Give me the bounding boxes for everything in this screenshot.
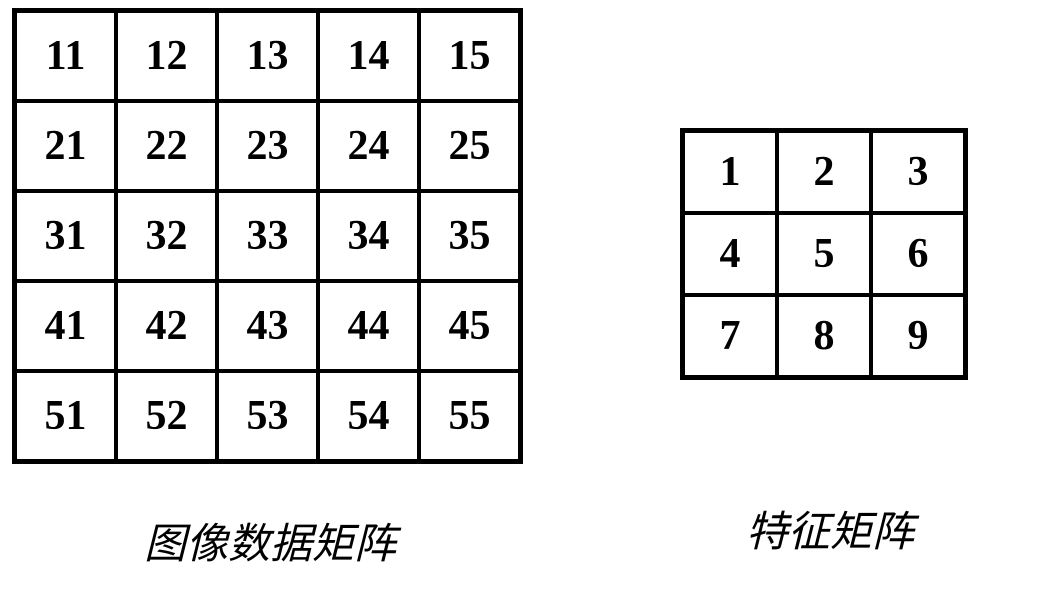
feature-matrix-cell: 3 [871,131,966,214]
table-row: 5152535455 [15,371,521,462]
table-row: 2122232425 [15,101,521,191]
image-data-matrix-cell: 32 [116,191,217,281]
image-data-matrix-cell: 22 [116,101,217,191]
image-data-matrix-cell: 23 [217,101,318,191]
feature-matrix-cell: 5 [777,213,871,295]
image-data-matrix-cell: 41 [15,281,117,371]
table-row: 4142434445 [15,281,521,371]
image-data-matrix-cell: 52 [116,371,217,462]
image-data-matrix-cell: 42 [116,281,217,371]
feature-matrix-cell: 6 [871,213,966,295]
table-row: 3132333435 [15,191,521,281]
image-data-matrix-cell: 15 [419,11,521,102]
image-data-matrix-cell: 51 [15,371,117,462]
image-data-matrix-cell: 14 [318,11,419,102]
image-data-matrix-cell: 35 [419,191,521,281]
image-data-matrix-cell: 11 [15,11,117,102]
image-data-matrix-cell: 44 [318,281,419,371]
image-data-matrix-cell: 55 [419,371,521,462]
image-data-matrix-cell: 53 [217,371,318,462]
feature-matrix: 123456789 [680,128,968,380]
image-data-matrix-cell: 34 [318,191,419,281]
image-data-matrix-cell: 12 [116,11,217,102]
image-data-matrix-cell: 24 [318,101,419,191]
feature-matrix-cell: 2 [777,131,871,214]
image-data-matrix-cell: 43 [217,281,318,371]
feature-matrix-cell: 9 [871,295,966,378]
image-data-matrix-cell: 45 [419,281,521,371]
image-data-matrix-cell: 54 [318,371,419,462]
image-data-matrix: 1112131415212223242531323334354142434445… [12,8,523,464]
feature-matrix-caption: 特征矩阵 [730,498,930,559]
feature-matrix-cell: 8 [777,295,871,378]
table-row: 123 [683,131,966,214]
image-data-matrix-cell: 21 [15,101,117,191]
image-data-matrix-caption: 图像数据矩阵 [120,510,420,571]
feature-matrix-cell: 1 [683,131,778,214]
table-row: 1112131415 [15,11,521,102]
image-data-matrix-cell: 31 [15,191,117,281]
feature-matrix-cell: 4 [683,213,778,295]
table-row: 789 [683,295,966,378]
table-row: 456 [683,213,966,295]
image-data-matrix-cell: 25 [419,101,521,191]
image-data-matrix-cell: 13 [217,11,318,102]
feature-matrix-cell: 7 [683,295,778,378]
image-data-matrix-cell: 33 [217,191,318,281]
